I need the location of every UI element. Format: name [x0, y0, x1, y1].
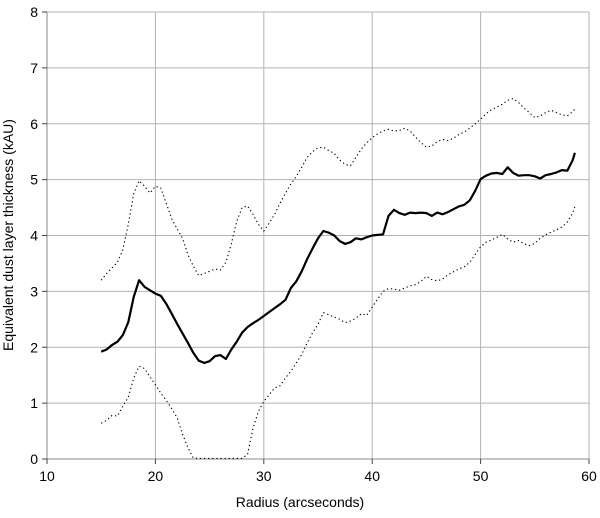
x-tick-label: 10: [39, 468, 55, 484]
y-tick-label: 4: [30, 228, 38, 244]
y-tick-label: 3: [30, 283, 38, 299]
y-tick-label: 1: [30, 395, 38, 411]
x-tick-label: 60: [581, 468, 597, 484]
y-tick-label: 5: [30, 172, 38, 188]
x-axis-title: Radius (arcseconds): [235, 494, 365, 510]
y-tick-label: 2: [30, 339, 38, 355]
x-tick-label: 30: [256, 468, 272, 484]
y-tick-label: 6: [30, 116, 38, 132]
series-line-upper-envelope: [100, 98, 576, 281]
y-axis-title: Equivalent dust layer thickness (kAU): [0, 119, 16, 351]
y-tick-label: 7: [30, 60, 38, 76]
series-line-equivalent-dust-layer-thickness: [100, 152, 576, 364]
x-tick-label: 50: [473, 468, 489, 484]
y-tick-label: 0: [30, 451, 38, 467]
y-tick-label: 8: [30, 4, 38, 20]
series-line-lower-envelope: [100, 206, 576, 459]
x-tick-label: 20: [148, 468, 164, 484]
x-tick-label: 40: [364, 468, 380, 484]
